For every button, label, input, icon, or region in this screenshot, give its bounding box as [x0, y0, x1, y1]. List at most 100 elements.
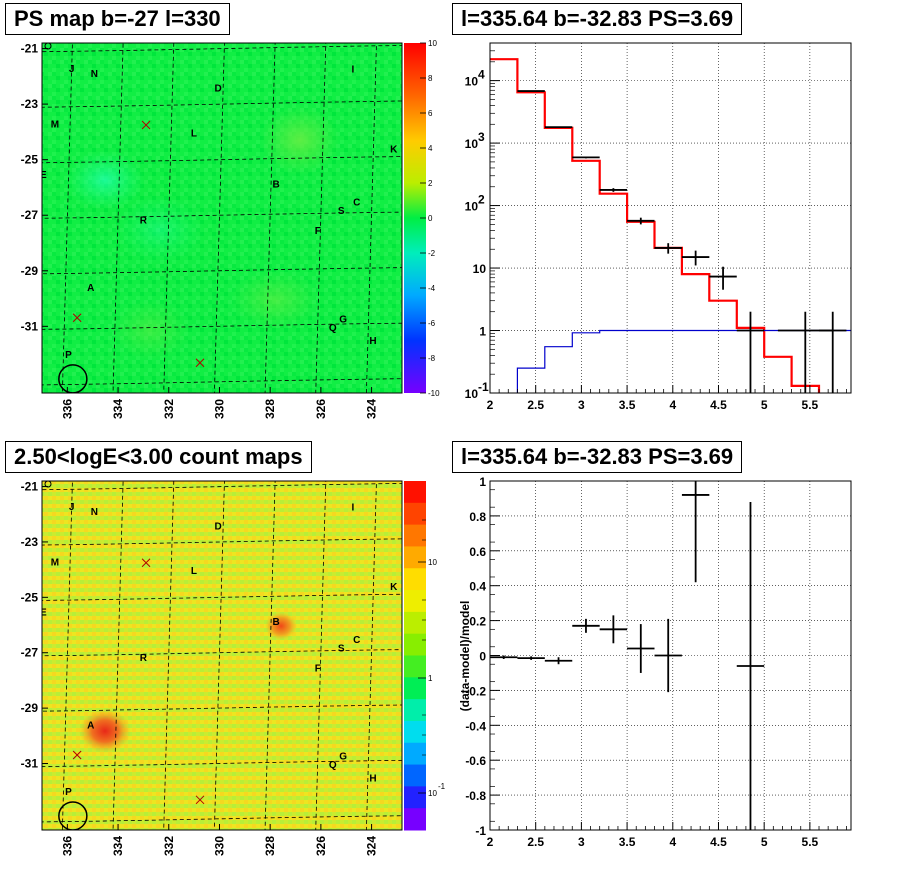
ps-map-meridian: [366, 43, 377, 393]
count-colorbar-band: [404, 502, 426, 526]
spectrum-y-tick-exponent: 2: [478, 193, 485, 207]
residual-y-tick-label: 0.6: [469, 545, 486, 559]
ps-map-background: [42, 43, 402, 393]
residual-x-tick-label: 5: [761, 835, 768, 849]
spectrum-title: l=335.64 b=-32.83 PS=3.69: [452, 3, 743, 35]
ps-map-parallel: [42, 322, 402, 330]
count-colorbar-band: [404, 699, 426, 722]
count-colorbar-tick-exponent: -1: [438, 782, 446, 791]
ps-colorbar-tick-label: -2: [428, 249, 436, 258]
count-colorbar-tick-label: 10: [428, 558, 437, 567]
ps-colorbar-tick-label: 10: [428, 39, 437, 48]
count-map-meridian: [264, 481, 276, 830]
ps-map-l-tick-label: 328: [263, 399, 277, 419]
count-colorbar-band: [404, 720, 426, 744]
map-top-title: PS map b=-27 l=330: [5, 3, 230, 35]
ps-map-colorbar: [404, 43, 426, 393]
count-map-parallel: [42, 538, 402, 546]
count-map-l-tick-label: 326: [314, 836, 328, 856]
count-colorbar-band: [404, 546, 426, 569]
count-map-source-label-q: Q: [329, 760, 337, 771]
ps-colorbar-tick-label: -4: [428, 284, 436, 293]
count-map-source-label-j: J: [69, 502, 75, 513]
spectrum-y-tick-label: 10: [473, 262, 487, 276]
ps-map-candidate-cross: [141, 120, 151, 130]
ps-colorbar-tick-label: 8: [428, 74, 433, 83]
residual-y-tick-label: 0.8: [469, 510, 486, 524]
count-map-b-tick-label: -29: [21, 701, 39, 715]
count-map-source-label-d: D: [214, 521, 221, 532]
count-map-source-label-r: R: [140, 653, 148, 664]
count-map-l-tick-label: 336: [60, 836, 74, 856]
ps-map-l-tick-label: 324: [365, 399, 379, 419]
ps-map-meridian: [163, 43, 175, 393]
ps-map-candidate-cross: [72, 313, 82, 323]
ps-colorbar-tick-label: -8: [428, 354, 436, 363]
count-colorbar-band: [404, 611, 426, 635]
ps-map-l-tick-label: 332: [162, 399, 176, 419]
ps-map-source-label-c: C: [353, 198, 360, 209]
ps-colorbar-tick-label: 4: [428, 144, 433, 153]
ps-map-source-label-e: E: [40, 170, 47, 181]
residual-y-tick-label: -0.6: [465, 754, 486, 768]
ps-map-parallel: [42, 267, 402, 275]
count-colorbar-tick-label: 10: [428, 789, 437, 798]
spectrum-y-tick-label: 1: [479, 325, 486, 339]
ps-map-b-tick-label: -21: [21, 42, 39, 56]
count-map-source-label-b: B: [273, 617, 280, 628]
ps-map-l-tick-label: 336: [60, 399, 74, 419]
count-map-source-label-g: G: [339, 752, 347, 763]
count-map-source-label-c: C: [353, 635, 360, 646]
ps-colorbar-tick-label: 2: [428, 179, 433, 188]
count-colorbar-band: [404, 633, 426, 656]
ps-map-meridian: [315, 43, 327, 393]
ps-map-b-tick-label: -27: [21, 208, 39, 222]
ps-map-source-label-q: Q: [329, 323, 337, 334]
count-map-source-label-l: L: [191, 566, 197, 577]
count-map-source-label-s: S: [338, 644, 345, 655]
count-map-source-label-f: F: [315, 663, 321, 674]
ps-map-source-label-g: G: [339, 314, 347, 325]
count-map-background: [42, 481, 402, 830]
count-map-parallel: [42, 483, 402, 491]
source-a-emission: [79, 709, 131, 753]
count-colorbar-band: [404, 655, 426, 678]
residual-x-tick-label: 4.5: [710, 835, 727, 849]
spectrum-y-tick-exponent: -1: [478, 380, 489, 394]
count-map-source-label-n: N: [91, 507, 98, 518]
residual-y-tick-label: 0.2: [469, 615, 486, 629]
ps-map-b-tick-label: -29: [21, 264, 39, 278]
ps-map-source-label-k: K: [390, 144, 398, 155]
ps-map-source-label-n: N: [91, 69, 98, 80]
ps-map-source-label-l: L: [191, 128, 197, 139]
count-map-parallel: [42, 649, 402, 657]
ps-map-source-label-d: D: [214, 84, 221, 95]
ps-colorbar-tick-label: -6: [428, 319, 436, 328]
ps-map-source-label-i: I: [352, 64, 355, 75]
ps-map-b-tick-label: -23: [21, 97, 39, 111]
ps-colorbar-tick-label: 0: [428, 214, 433, 223]
count-map-b-tick-label: -27: [21, 646, 39, 660]
count-map-source-label-p: P: [65, 787, 72, 798]
residual-title: l=335.64 b=-32.83 PS=3.69: [452, 441, 743, 473]
count-colorbar-band: [404, 677, 426, 700]
count-map-parallel: [42, 593, 402, 601]
source-b-emission: [265, 612, 297, 640]
count-map-source-label-e: E: [40, 607, 47, 618]
residual-y-axis-label: (data-model)/model: [458, 601, 472, 712]
ps-map-parallel: [42, 100, 402, 108]
ps-map-source-label-f: F: [315, 226, 321, 237]
count-map-source-label-k: K: [390, 582, 398, 593]
count-colorbar-band: [404, 742, 426, 766]
spectrum-y-tick-label: 10: [465, 387, 479, 401]
count-map-b-tick-label: -25: [21, 590, 39, 604]
count-map-b-tick-label: -31: [21, 757, 39, 771]
spectrum-x-tick-label: 2: [487, 398, 494, 412]
ps-map-source-label-p: P: [65, 350, 72, 361]
count-map-candidate-cross: [72, 750, 82, 760]
ps-colorbar-tick-label: 6: [428, 109, 433, 118]
residual-y-tick-label: -0.4: [465, 719, 486, 733]
residual-x-tick-label: 3: [578, 835, 585, 849]
